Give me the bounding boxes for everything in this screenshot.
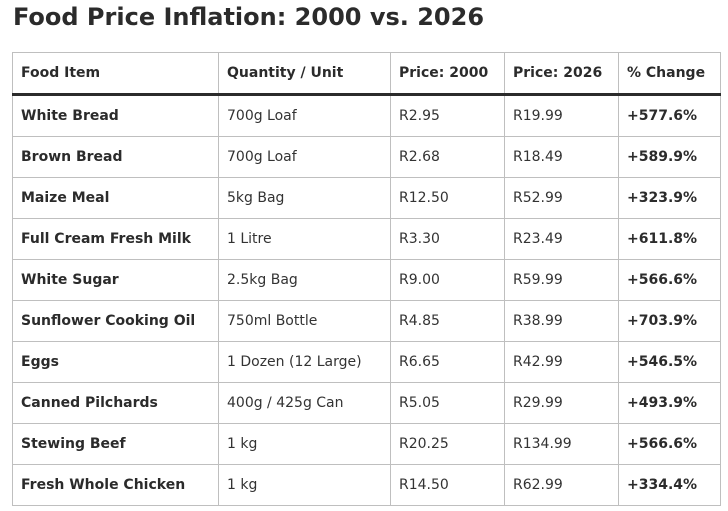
cell-food-item: Eggs [12,341,219,383]
cell-price-2026: R23.49 [504,218,619,260]
cell-percent-change: +589.9% [618,136,721,178]
table-row: White Sugar 2.5kg Bag R9.00 R59.99 +566.6% [12,259,721,301]
cell-price-2000: R6.65 [390,341,505,383]
price-table: Food Item Quantity / Unit Price: 2000 Pr… [12,52,721,506]
cell-quantity-unit: 5kg Bag [218,177,391,219]
table-row: Canned Pilchards 400g / 425g Can R5.05 R29.… [12,382,721,424]
cell-percent-change: +334.4% [618,464,721,506]
cell-price-2026: R29.99 [504,382,619,424]
header-quantity-unit: Quantity / Unit [218,52,391,96]
cell-quantity-unit: 1 Dozen (12 Large) [218,341,391,383]
table-header-row: Food Item Quantity / Unit Price: 2000 Pr… [12,52,721,96]
table-row: White Bread 700g Loaf R2.95 R19.99 +577.6% [12,94,721,137]
cell-food-item: Canned Pilchards [12,382,219,424]
cell-food-item: White Bread [12,94,219,137]
table-row: Sunflower Cooking Oil 750ml Bottle R4.85 R3… [12,300,721,342]
cell-food-item: Sunflower Cooking Oil [12,300,219,342]
cell-price-2026: R52.99 [504,177,619,219]
header-percent-change: % Change [618,52,721,96]
cell-quantity-unit: 1 kg [218,423,391,465]
cell-price-2026: R59.99 [504,259,619,301]
header-price-2000: Price: 2000 [390,52,505,96]
cell-price-2000: R4.85 [390,300,505,342]
cell-quantity-unit: 1 Litre [218,218,391,260]
header-price-2026: Price: 2026 [504,52,619,96]
cell-food-item: Stewing Beef [12,423,219,465]
cell-food-item: Fresh Whole Chicken [12,464,219,506]
cell-percent-change: +611.8% [618,218,721,260]
cell-price-2026: R19.99 [504,94,619,137]
cell-quantity-unit: 2.5kg Bag [218,259,391,301]
cell-percent-change: +323.9% [618,177,721,219]
cell-price-2026: R134.99 [504,423,619,465]
table-row: Fresh Whole Chicken 1 kg R14.50 R62.99 +334.… [12,464,721,506]
cell-price-2000: R14.50 [390,464,505,506]
cell-quantity-unit: 700g Loaf [218,94,391,137]
cell-food-item: Maize Meal [12,177,219,219]
cell-quantity-unit: 400g / 425g Can [218,382,391,424]
cell-percent-change: +703.9% [618,300,721,342]
table-body: White Bread 700g Loaf R2.95 R19.99 +577.6% Br… [12,94,721,506]
cell-price-2026: R38.99 [504,300,619,342]
table-row: Maize Meal 5kg Bag R12.50 R52.99 +323.9% [12,177,721,219]
cell-price-2000: R2.95 [390,94,505,137]
table-row: Full Cream Fresh Milk 1 Litre R3.30 R23.49 +… [12,218,721,260]
cell-price-2026: R42.99 [504,341,619,383]
table-row: Brown Bread 700g Loaf R2.68 R18.49 +589.9% [12,136,721,178]
cell-food-item: Brown Bread [12,136,219,178]
cell-quantity-unit: 700g Loaf [218,136,391,178]
cell-percent-change: +577.6% [618,94,721,137]
table-row: Eggs 1 Dozen (12 Large) R6.65 R42.99 +546.5% [12,341,721,383]
cell-quantity-unit: 1 kg [218,464,391,506]
cell-percent-change: +546.5% [618,341,721,383]
cell-price-2026: R62.99 [504,464,619,506]
table-row: Stewing Beef 1 kg R20.25 R134.99 +566.6% [12,423,721,465]
cell-percent-change: +493.9% [618,382,721,424]
page-title: Food Price Inflation: 2000 vs. 2026 [13,3,485,31]
cell-price-2000: R3.30 [390,218,505,260]
cell-percent-change: +566.6% [618,423,721,465]
cell-price-2000: R9.00 [390,259,505,301]
cell-price-2000: R12.50 [390,177,505,219]
cell-quantity-unit: 750ml Bottle [218,300,391,342]
cell-price-2000: R2.68 [390,136,505,178]
cell-price-2000: R5.05 [390,382,505,424]
header-food-item: Food Item [12,52,219,96]
cell-price-2000: R20.25 [390,423,505,465]
cell-percent-change: +566.6% [618,259,721,301]
cell-price-2026: R18.49 [504,136,619,178]
cell-food-item: Full Cream Fresh Milk [12,218,219,260]
cell-food-item: White Sugar [12,259,219,301]
